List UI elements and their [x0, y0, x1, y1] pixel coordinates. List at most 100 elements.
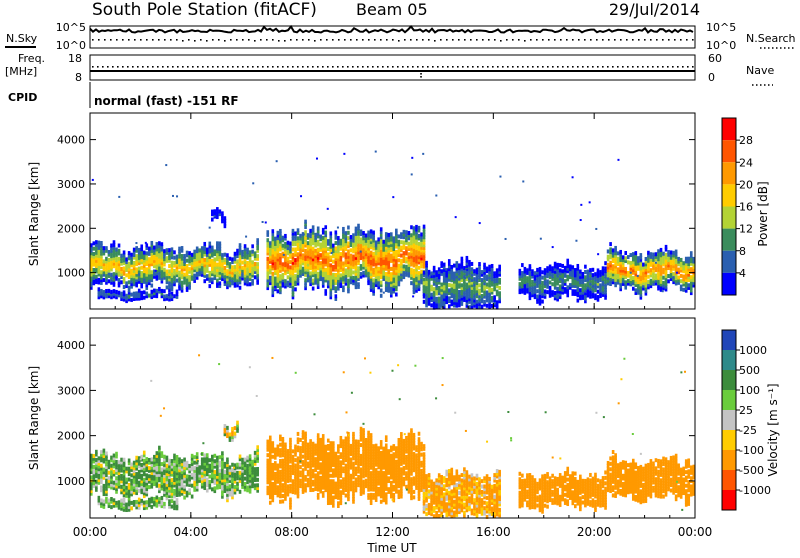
- data-cell: [400, 240, 403, 244]
- nave-dot: [517, 66, 519, 68]
- data-cell: [405, 265, 408, 269]
- nsearch-dot: [500, 40, 502, 42]
- data-cell: [299, 438, 302, 442]
- data-cell: [589, 268, 592, 272]
- nave-dot: [237, 66, 239, 68]
- data-cell: [193, 250, 196, 254]
- colorbar-swatch: [722, 207, 736, 229]
- station-title: South Pole Station (fitACF): [92, 0, 317, 20]
- data-cell: [372, 252, 375, 256]
- colorbar-tick-label: 24: [739, 156, 753, 169]
- data-cell: [176, 498, 179, 502]
- data-cell: [667, 250, 670, 254]
- data-cell: [471, 262, 474, 266]
- data-cell: [198, 465, 201, 469]
- nsearch-dot: [422, 39, 424, 41]
- data-cell: [183, 496, 186, 500]
- data-cell: [279, 435, 282, 439]
- data-cell: [206, 248, 209, 252]
- data-cell: [266, 440, 269, 444]
- nave-dot: [367, 66, 369, 68]
- data-cell: [153, 246, 156, 250]
- data-cell: [214, 486, 217, 490]
- data-cell: [655, 274, 658, 278]
- nave-dot: [522, 66, 524, 68]
- data-cell: [347, 249, 350, 253]
- data-cell: [128, 295, 131, 299]
- data-cell: [312, 469, 315, 473]
- data-cell: [123, 277, 126, 281]
- data-cell: [219, 241, 222, 245]
- nave-dot: [282, 66, 284, 68]
- data-cell: [279, 253, 282, 257]
- data-cell: [602, 266, 605, 270]
- data-cell: [145, 292, 148, 296]
- data-cell: [289, 438, 292, 442]
- data-cell: [279, 459, 282, 463]
- data-cell: [418, 266, 421, 270]
- data-cell: [574, 289, 577, 293]
- nave-dot: [422, 66, 424, 68]
- data-cell: [284, 242, 287, 246]
- data-cell: [566, 285, 569, 289]
- data-cell: [113, 470, 116, 474]
- data-cell: [214, 459, 217, 463]
- data-speckle: [411, 157, 413, 159]
- data-cell: [640, 253, 643, 257]
- nsearch-dot: [494, 39, 496, 41]
- data-cell: [100, 289, 103, 293]
- data-cell: [110, 244, 113, 248]
- data-cell: [362, 271, 365, 275]
- data-cell: [183, 254, 186, 258]
- nave-dot: [212, 66, 214, 68]
- nsearch-dot: [644, 39, 646, 41]
- data-speckle: [655, 262, 657, 264]
- data-cell: [282, 499, 285, 503]
- data-cell: [125, 273, 128, 277]
- data-cell: [282, 244, 285, 248]
- nave-dot: [437, 66, 439, 68]
- data-cell: [151, 284, 154, 288]
- data-cell: [135, 500, 138, 504]
- nave-dot: [607, 66, 609, 68]
- data-cell: [168, 499, 171, 503]
- data-cell: [256, 478, 259, 482]
- data-cell: [168, 269, 171, 273]
- data-cell: [118, 500, 121, 504]
- data-cell: [304, 220, 307, 224]
- nsearch-dot: [476, 39, 478, 41]
- data-cell: [130, 293, 133, 297]
- nsearch-dot: [440, 39, 442, 41]
- data-cell: [171, 499, 174, 503]
- data-cell: [398, 264, 401, 268]
- data-cell: [143, 290, 146, 294]
- data-cell: [408, 242, 411, 246]
- data-cell: [103, 468, 106, 472]
- data-cell: [214, 209, 217, 213]
- nsearch-tick-top: 10^5: [706, 21, 736, 34]
- data-cell: [304, 249, 307, 253]
- data-cell: [130, 501, 133, 505]
- data-cell: [317, 493, 320, 497]
- data-cell: [95, 275, 98, 279]
- data-cell: [491, 296, 494, 300]
- data-cell: [332, 260, 335, 264]
- data-speckle: [165, 164, 167, 166]
- data-cell: [299, 471, 302, 475]
- data-cell: [466, 256, 469, 260]
- data-cell: [95, 240, 98, 244]
- nsearch-dot: [266, 39, 268, 41]
- data-cell: [120, 254, 123, 258]
- data-speckle: [252, 182, 254, 184]
- nave-dot: [202, 66, 204, 68]
- data-cell: [418, 242, 421, 246]
- data-cell: [352, 271, 355, 275]
- data-cell: [161, 242, 164, 246]
- nave-dot: [107, 66, 109, 68]
- data-cell: [566, 259, 569, 263]
- data-cell: [677, 268, 680, 272]
- nsearch-dot: [554, 39, 556, 41]
- data-cell: [546, 290, 549, 294]
- data-speckle: [505, 238, 507, 240]
- nsearch-dot: [662, 39, 664, 41]
